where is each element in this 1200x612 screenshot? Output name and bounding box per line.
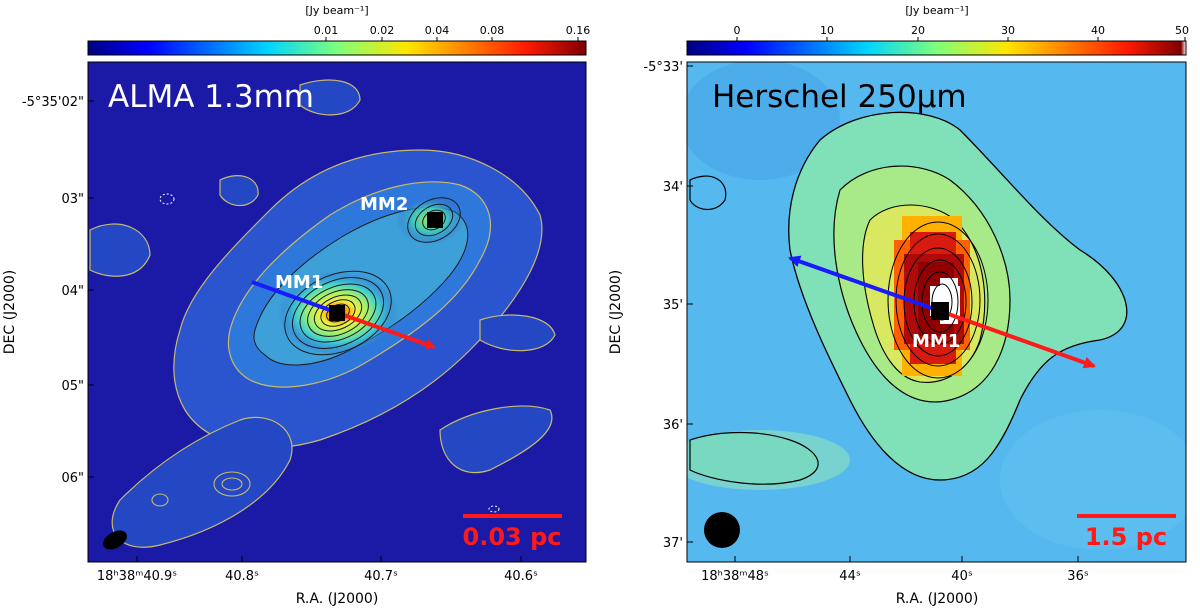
alma-image: ALMA 1.3mm MM2 MM1 0.03 pc: [88, 62, 586, 562]
mm1-label: MM1: [912, 331, 960, 352]
herschel-title: Herschel 250μm: [712, 79, 967, 115]
herschel-cb-tick: 20: [911, 24, 925, 37]
alma-cb-tick: 0.02: [370, 24, 395, 37]
herschel-cb-tick: 40: [1091, 24, 1105, 37]
herschel-colorbar-ticks: 0 10 20 30 40 50: [734, 24, 1189, 41]
herschel-x-tick: 36ˢ: [1067, 569, 1089, 584]
herschel-scalebar-label: 1.5 pc: [1085, 523, 1167, 551]
mm1-marker: [329, 305, 345, 321]
alma-y-tick: 05": [61, 379, 84, 394]
mm2-label: MM2: [360, 194, 408, 215]
herschel-cb-tick: 30: [1001, 24, 1015, 37]
alma-cb-tick: 0.16: [566, 24, 591, 37]
herschel-cb-tick: 50: [1175, 24, 1189, 37]
herschel-x-tick: 40ˢ: [951, 569, 973, 584]
blue-outflow-arrow: [788, 255, 941, 313]
alma-colorbar-unit: [Jy beam⁻¹]: [305, 4, 368, 17]
herschel-y-tick: -5°33': [643, 60, 683, 75]
herschel-x-tick: 44ˢ: [839, 569, 861, 584]
herschel-colorbar: [Jy beam⁻¹] 0 10 20 30 40 50: [686, 4, 1189, 56]
herschel-y-axis: -5°33' 34' 35' 36' 37' DEC (J2000): [608, 60, 693, 551]
herschel-y-label: DEC (J2000): [608, 270, 624, 355]
red-outflow-arrow: [939, 309, 1096, 369]
mm2-marker: [427, 212, 443, 228]
alma-x-tick: 40.8ˢ: [225, 569, 259, 584]
alma-y-tick: 06": [61, 471, 84, 486]
alma-scalebar-label: 0.03 pc: [463, 523, 562, 551]
alma-y-tick: -5°35'02": [22, 95, 84, 110]
alma-x-axis: 18ʰ38ᵐ40.9ˢ 40.8ˢ 40.7ˢ 40.6ˢ R.A. (J200…: [97, 556, 538, 607]
herschel-cb-tick: 10: [820, 24, 834, 37]
alma-colorbar-ticks: 0.01 0.02 0.04 0.08 0.16: [314, 24, 591, 41]
alma-panel: [Jy beam⁻¹] 0.01 0.02 0.04 0.08 0.16: [2, 4, 591, 607]
alma-x-tick: 40.7ˢ: [364, 569, 398, 584]
alma-beam-ellipse: [103, 530, 127, 550]
herschel-y-tick: 35': [663, 298, 683, 313]
herschel-image: Herschel 250μm MM1 1.5 pc: [687, 62, 1186, 562]
herschel-x-label: R.A. (J2000): [896, 591, 979, 607]
herschel-colorbar-unit: [Jy beam⁻¹]: [905, 4, 968, 17]
blue-outflow-arrow: [251, 280, 339, 315]
alma-cb-tick: 0.01: [314, 24, 339, 37]
herschel-panel: [Jy beam⁻¹] 0 10 20 30 40 50: [608, 4, 1189, 607]
herschel-y-tick: 34': [663, 180, 683, 195]
alma-y-tick: 03": [61, 192, 84, 207]
alma-colorbar: [Jy beam⁻¹] 0.01 0.02 0.04 0.08 0.16: [87, 4, 591, 56]
herschel-y-tick: 36': [663, 418, 683, 433]
alma-x-tick: 18ʰ38ᵐ40.9ˢ: [97, 569, 177, 584]
alma-y-tick: 04": [61, 284, 84, 299]
alma-x-tick: 40.6ˢ: [504, 569, 538, 584]
herschel-y-tick: 37': [663, 536, 683, 551]
herschel-x-tick: 18ʰ38ᵐ48ˢ: [701, 569, 769, 584]
alma-cb-tick: 0.08: [480, 24, 505, 37]
alma-cb-tick: 0.04: [425, 24, 450, 37]
herschel-x-axis: 18ʰ38ᵐ48ˢ 44ˢ 40ˢ 36ˢ R.A. (J2000): [701, 556, 1089, 607]
herschel-beam-circle: [704, 512, 740, 548]
alma-y-axis: -5°35'02" 03" 04" 05" 06" DEC (J2000): [2, 95, 94, 486]
alma-y-label: DEC (J2000): [2, 270, 18, 355]
alma-x-label: R.A. (J2000): [296, 591, 379, 607]
red-outflow-arrow: [337, 311, 436, 350]
mm1-marker: [931, 302, 949, 320]
alma-title: ALMA 1.3mm: [108, 79, 314, 115]
herschel-cb-tick: 0: [734, 24, 741, 37]
mm1-label: MM1: [275, 272, 323, 293]
